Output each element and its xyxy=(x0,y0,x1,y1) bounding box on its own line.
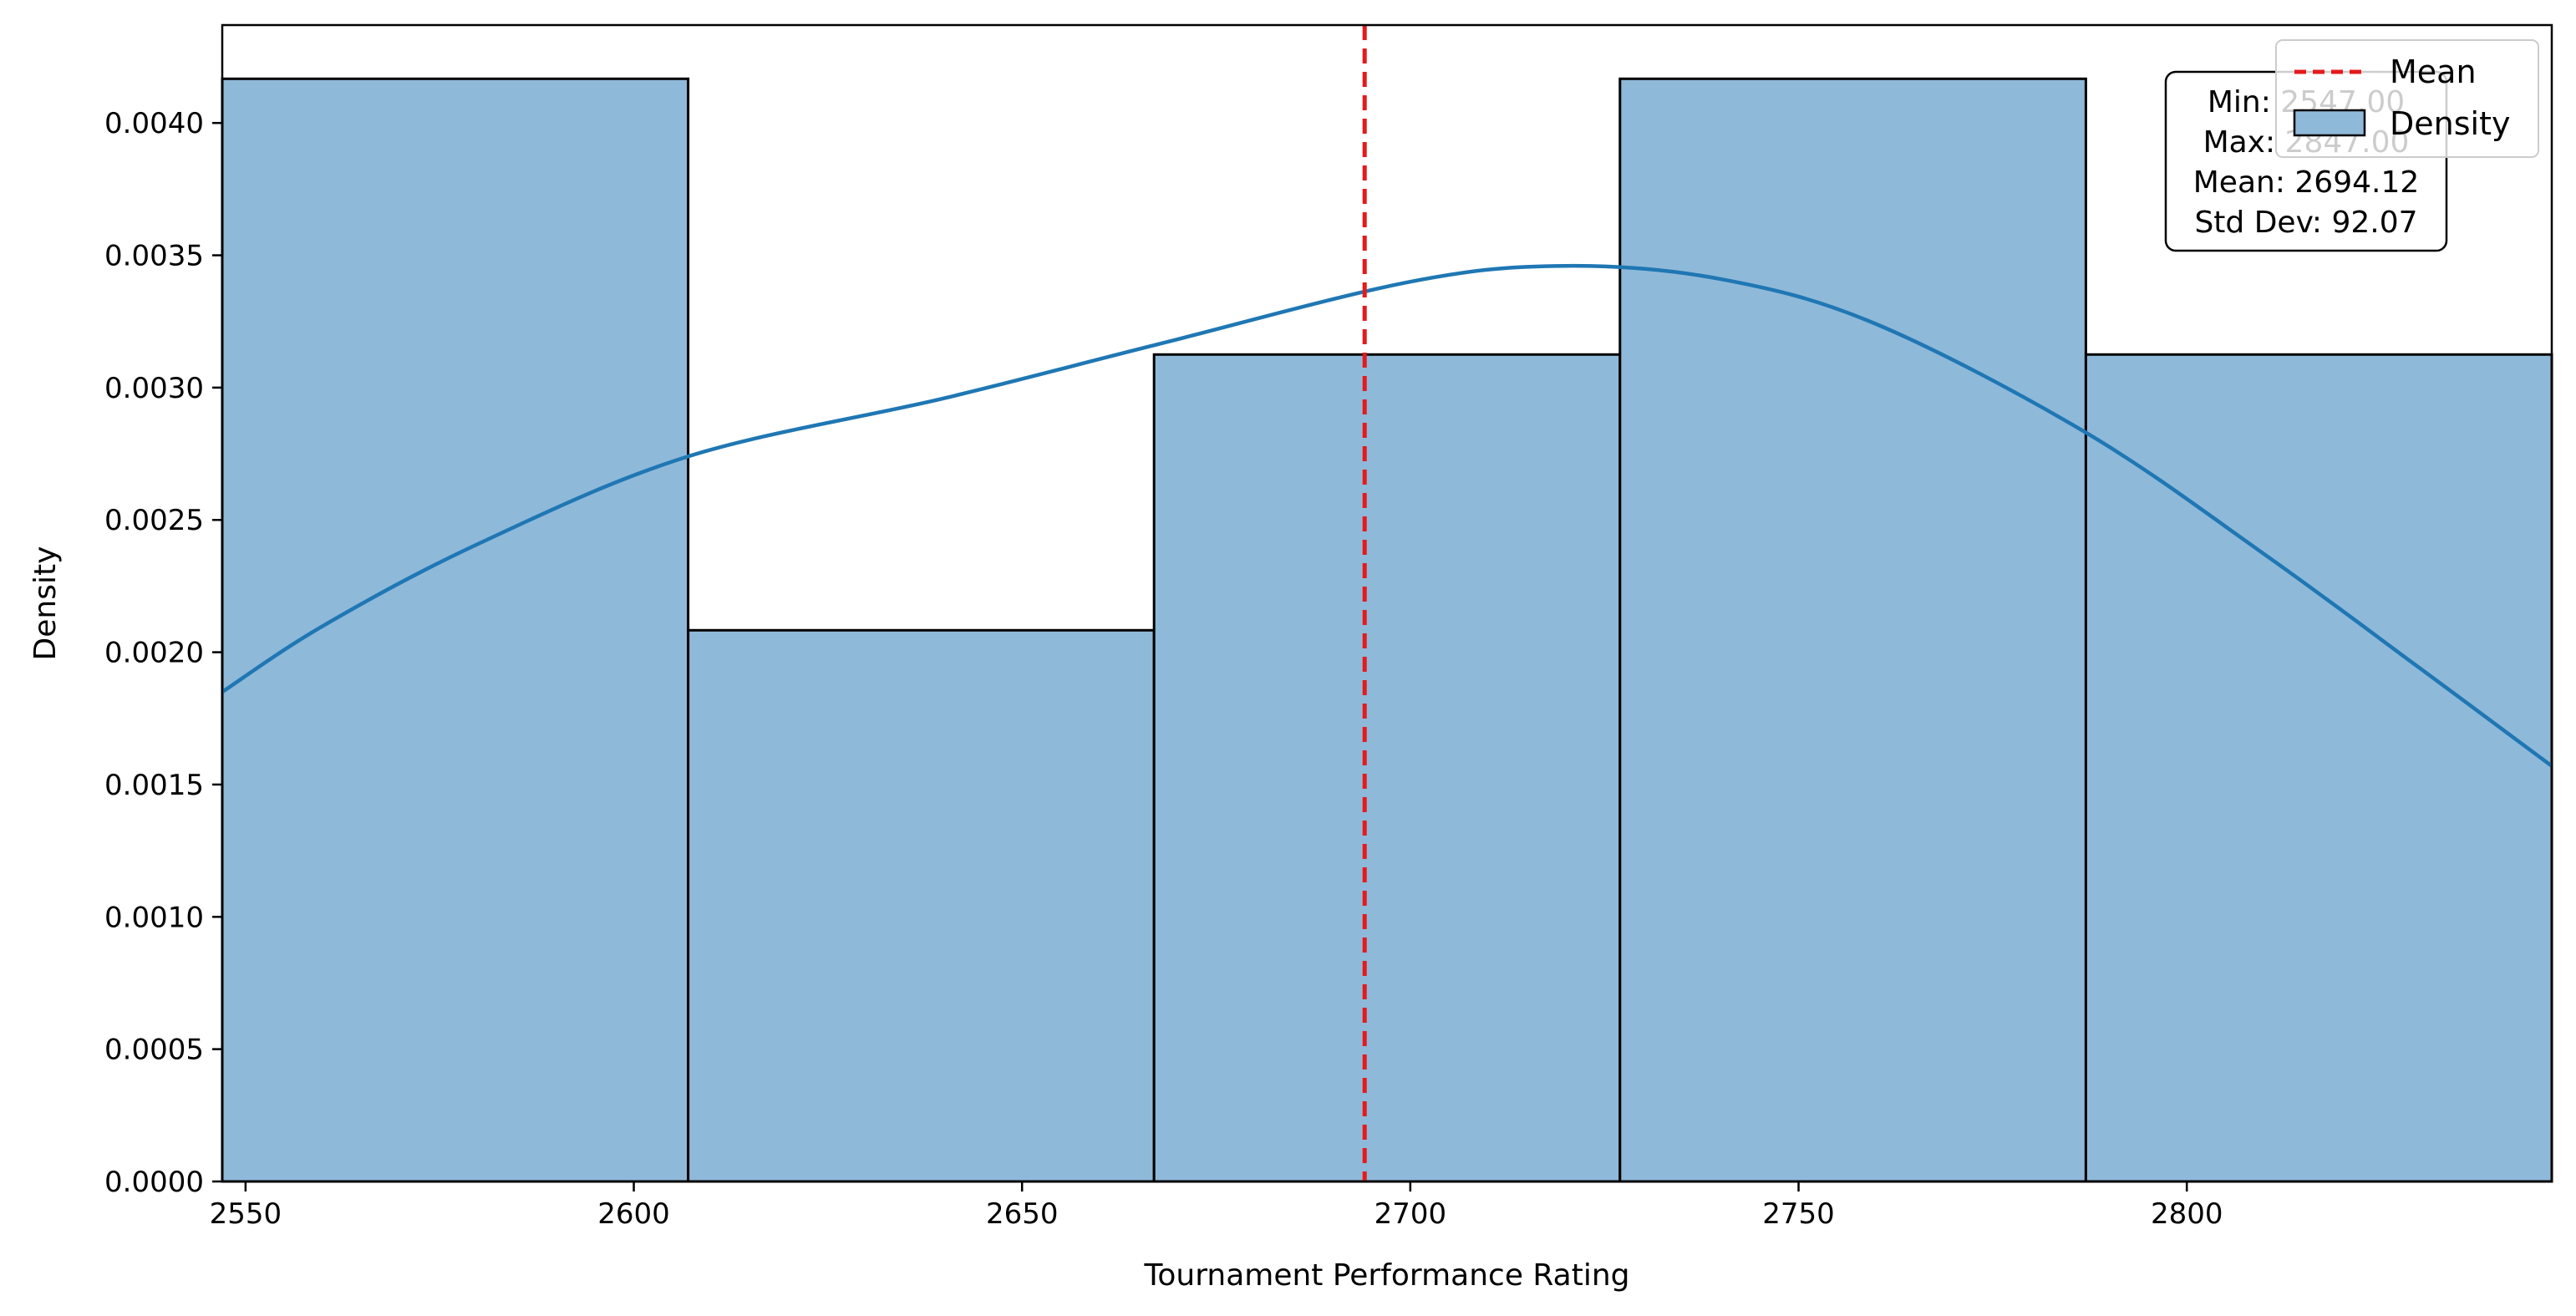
histogram-bars xyxy=(221,77,2553,1183)
y-tick-label: 0.0015 xyxy=(104,769,204,802)
histogram-bar-1 xyxy=(221,77,690,1183)
legend: Mean Density xyxy=(2275,39,2539,158)
histogram-bar-4 xyxy=(1618,77,2087,1183)
stats-mean: Mean: 2694.12 xyxy=(2193,165,2420,200)
kde-curve xyxy=(221,263,2553,768)
y-tick-label: 0.0010 xyxy=(104,901,204,934)
plot-frame xyxy=(221,23,2553,1183)
legend-density-label: Density xyxy=(2390,105,2510,142)
y-tick-label: 0.0005 xyxy=(104,1034,204,1067)
x-tick-label: 2700 xyxy=(1374,1197,1447,1231)
x-tick-label: 2650 xyxy=(986,1197,1059,1231)
histogram-bar-5 xyxy=(2084,353,2553,1183)
y-axis: 0.0000 0.0005 0.0010 0.0015 0.0020 0.0025 0.00… xyxy=(104,107,222,1199)
legend-density-swatch xyxy=(2293,109,2366,137)
y-tick-label: 0.0040 xyxy=(104,107,204,140)
y-axis-label: Density xyxy=(28,546,63,661)
legend-mean-label: Mean xyxy=(2390,53,2477,90)
histogram-bar-3 xyxy=(1152,353,1622,1183)
x-axis: 2550 2600 2650 2700 2750 2800 xyxy=(210,1181,2223,1231)
y-tick-label: 0.0020 xyxy=(104,637,204,670)
y-tick-label: 0.0030 xyxy=(104,372,204,405)
histogram-bar-2 xyxy=(687,628,1156,1183)
x-tick-label: 2600 xyxy=(597,1197,670,1231)
x-tick-label: 2800 xyxy=(2151,1197,2223,1231)
y-tick-label: 0.0025 xyxy=(104,504,204,537)
stats-std-dev: Std Dev: 92.07 xyxy=(2194,206,2417,240)
x-tick-label: 2550 xyxy=(210,1197,282,1231)
y-tick-label: 0.0035 xyxy=(104,240,204,273)
x-tick-label: 2750 xyxy=(1762,1197,1835,1231)
y-tick-label: 0.0000 xyxy=(104,1166,204,1199)
x-axis-label: Tournament Performance Rating xyxy=(1144,1258,1630,1293)
